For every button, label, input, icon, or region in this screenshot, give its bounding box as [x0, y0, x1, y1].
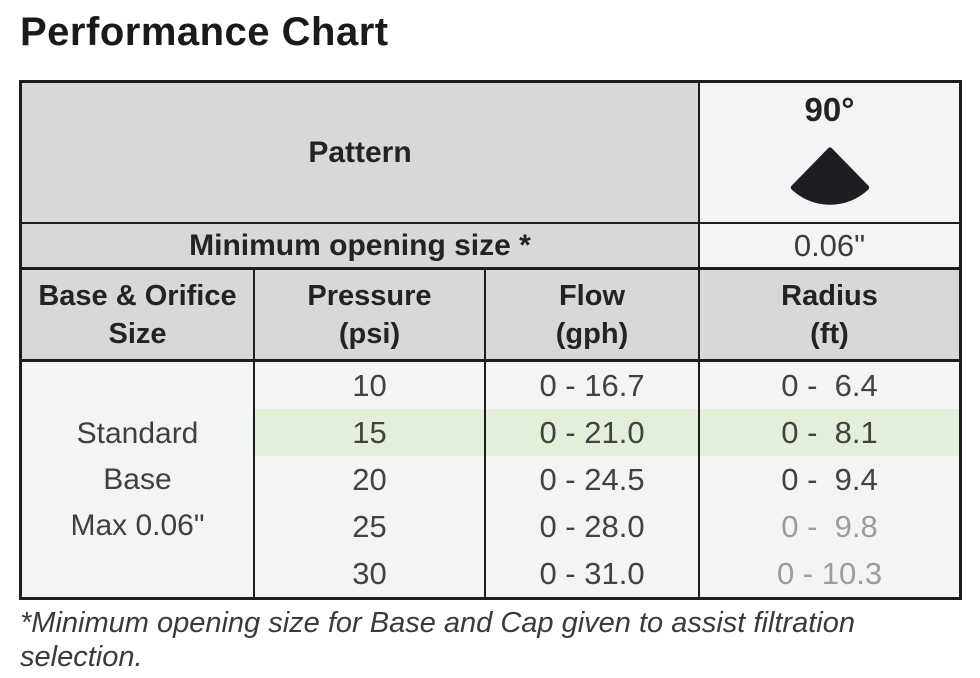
min-opening-label: Minimum opening size * — [189, 228, 531, 262]
footnote-line-1: *Minimum opening size for Base and Cap g… — [20, 607, 855, 673]
flow-value: 0 - 28.0 — [486, 503, 700, 550]
column-header-radius: Radius (ft) — [700, 270, 959, 362]
pressure-value: 10 — [255, 362, 486, 409]
radius-value: 0 - 6.4 — [700, 362, 959, 409]
flow-value: 0 - 24.5 — [486, 456, 700, 503]
header-line: (ft) — [810, 317, 849, 350]
header-line: Base & Orifice — [38, 279, 237, 312]
header-line: (gph) — [555, 317, 629, 350]
group-label-line: Base — [103, 462, 172, 496]
pressure-value: 25 — [255, 503, 486, 550]
performance-table: Pattern 90° Minimum opening size * 0.06"… — [19, 80, 962, 600]
pressure-value: 15 — [255, 409, 486, 456]
flow-value: 0 - 21.0 — [486, 409, 700, 456]
min-opening-value: 0.06" — [793, 227, 866, 263]
pattern-header-cell: Pattern — [22, 83, 700, 224]
column-header-flow: Flow (gph) — [486, 270, 700, 362]
page-title: Performance Chart — [20, 10, 389, 54]
min-opening-value-cell: 0.06" — [700, 224, 959, 270]
header-line: Pressure — [307, 279, 432, 312]
flow-value: 0 - 16.7 — [486, 362, 700, 409]
group-label-line: Max 0.06" — [70, 508, 205, 542]
radius-value-ghosted: 0 - 9.8 — [700, 503, 959, 550]
header-line: Flow — [558, 279, 626, 312]
pattern-value-cell: 90° — [700, 83, 959, 224]
pressure-value: 20 — [255, 456, 486, 503]
pattern-label: Pattern — [308, 135, 412, 169]
radius-value: 0 - 8.1 — [700, 409, 959, 456]
min-opening-header-cell: Minimum opening size * — [22, 224, 700, 270]
column-header-base-orifice: Base & Orifice Size — [22, 270, 255, 362]
header-line: Size — [108, 317, 167, 350]
footnote: *Minimum opening size for Base and Cap g… — [20, 606, 980, 678]
radius-value: 0 - 9.4 — [700, 456, 959, 503]
column-header-pressure: Pressure (psi) — [255, 270, 486, 362]
base-orifice-group-cell: Standard Base Max 0.06" — [22, 362, 255, 597]
radius-value-ghosted: 0 - 10.3 — [700, 550, 959, 597]
header-line: Radius — [781, 279, 878, 312]
group-label-line: Standard — [76, 416, 199, 450]
flow-value: 0 - 31.0 — [486, 550, 700, 597]
header-line: (psi) — [338, 317, 401, 350]
spray-pattern-90-icon — [786, 145, 874, 207]
footnote-line-2: Ghosted figures indicate a change of per… — [20, 674, 980, 678]
pressure-value: 30 — [255, 550, 486, 597]
pattern-angle-label: 90° — [804, 91, 855, 128]
